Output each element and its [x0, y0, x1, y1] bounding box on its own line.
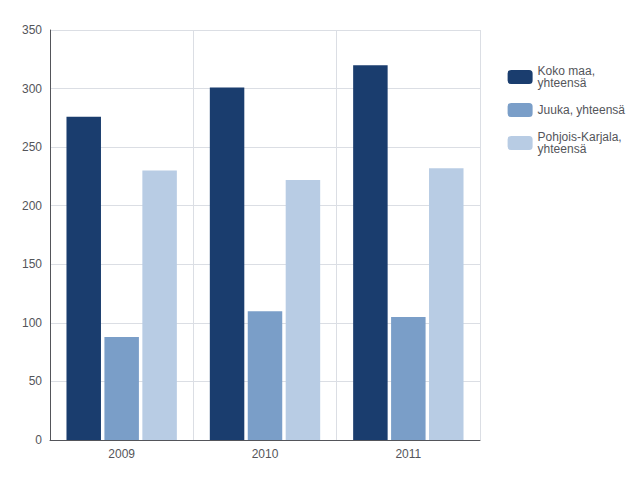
svg-text:2009: 2009 — [108, 447, 135, 461]
svg-text:Pohjois-Karjala,: Pohjois-Karjala, — [537, 130, 622, 144]
svg-text:2011: 2011 — [395, 447, 421, 461]
svg-text:250: 250 — [22, 140, 42, 154]
svg-text:100: 100 — [22, 316, 42, 330]
svg-text:350: 350 — [22, 23, 42, 37]
svg-text:Koko maa,: Koko maa, — [537, 64, 595, 78]
svg-text:yhteensä: yhteensä — [538, 142, 587, 156]
svg-text:50: 50 — [29, 374, 43, 388]
svg-text:0: 0 — [35, 433, 42, 447]
svg-text:2010: 2010 — [252, 447, 279, 461]
svg-text:yhteensä: yhteensä — [538, 76, 587, 90]
svg-text:300: 300 — [22, 82, 42, 96]
svg-text:150: 150 — [22, 257, 42, 271]
svg-text:Juuka, yhteensä: Juuka, yhteensä — [538, 103, 626, 117]
svg-text:200: 200 — [22, 199, 42, 213]
